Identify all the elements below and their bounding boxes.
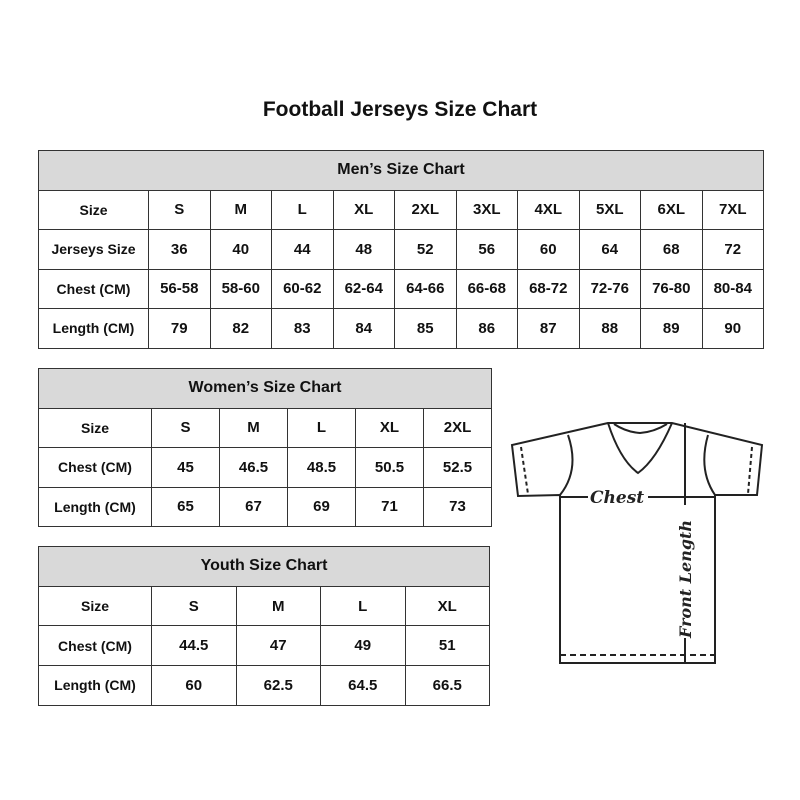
table-cell: 62-64: [332, 268, 395, 309]
table-cell: S: [151, 585, 237, 627]
table-cell: 90: [701, 308, 764, 349]
table-cell: 47: [235, 625, 321, 667]
table-row: Length (CM) 79 82 83 84 85 86 87 88 89 90: [38, 308, 764, 349]
table-cell: 40: [209, 229, 272, 270]
table-cell: 68: [640, 229, 703, 270]
table-cell: 52.5: [423, 447, 492, 488]
table-row: Jerseys Size 36 40 44 48 52 56 60 64 68 72: [38, 229, 764, 270]
youth-table-title: Youth Size Chart: [38, 546, 490, 587]
table-cell: L: [287, 407, 356, 448]
table-cell: 60: [517, 229, 580, 270]
table-cell: 80-84: [701, 268, 764, 309]
table-cell: 6XL: [640, 189, 703, 230]
table-cell: 73: [423, 486, 492, 527]
men-table-title: Men’s Size Chart: [38, 150, 764, 191]
table-cell: 84: [332, 308, 395, 349]
table-cell: 56-58: [148, 268, 211, 309]
table-cell: 71: [355, 486, 424, 527]
table-cell: 85: [394, 308, 457, 349]
table-cell: 64.5: [320, 665, 406, 706]
table-row: Size S M L XL 2XL 3XL 4XL 5XL 6XL 7XL: [38, 189, 764, 230]
row-label: Length (CM): [38, 486, 152, 527]
row-label: Jerseys Size: [38, 229, 149, 270]
table-cell: 45: [151, 447, 220, 488]
jersey-outline: [510, 422, 764, 664]
table-cell: 48: [332, 229, 395, 270]
chest-label: Chest: [590, 488, 644, 508]
row-label: Chest (CM): [38, 447, 152, 488]
row-label: Size: [38, 407, 152, 448]
table-cell: XL: [404, 585, 490, 627]
table-cell: XL: [332, 189, 395, 230]
table-cell: 66.5: [404, 665, 490, 706]
row-label: Size: [38, 585, 152, 627]
front-length-label: Front Length: [676, 520, 695, 639]
row-label: Length (CM): [38, 665, 152, 706]
table-cell: 72-76: [578, 268, 641, 309]
table-cell: M: [235, 585, 321, 627]
collar: [607, 422, 673, 475]
table-cell: 76-80: [640, 268, 703, 309]
women-table-title: Women’s Size Chart: [38, 368, 492, 409]
table-cell: 50.5: [355, 447, 424, 488]
table-cell: 48.5: [287, 447, 356, 488]
table-cell: 51: [404, 625, 490, 667]
table-cell: 82: [209, 308, 272, 349]
table-cell: 65: [151, 486, 220, 527]
table-cell: 60-62: [271, 268, 334, 309]
table-row: Length (CM) 60 62.5 64.5 66.5: [38, 665, 490, 706]
table-cell: 69: [287, 486, 356, 527]
row-label: Size: [38, 189, 149, 230]
table-cell: 88: [578, 308, 641, 349]
table-cell: 5XL: [578, 189, 641, 230]
table-cell: 87: [517, 308, 580, 349]
table-cell: 60: [151, 665, 237, 706]
table-row: Chest (CM) 44.5 47 49 51: [38, 625, 490, 667]
table-cell: 2XL: [423, 407, 492, 448]
table-row: Length (CM) 65 67 69 71 73: [38, 486, 492, 527]
table-cell: M: [219, 407, 288, 448]
table-cell: L: [320, 585, 406, 627]
table-row: Size S M L XL: [38, 585, 490, 627]
mens-size-table: Men’s Size Chart Size S M L XL 2XL 3XL 4XL 5XL 6XL…: [38, 150, 764, 349]
womens-size-table: Women’s Size Chart Size S M L XL 2XL Chest (CM)…: [38, 368, 492, 527]
table-cell: 44.5: [151, 625, 237, 667]
youth-size-table: Youth Size Chart Size S M L XL Chest (CM) 44.5 4…: [38, 546, 490, 706]
table-cell: 86: [455, 308, 518, 349]
table-row: Size S M L XL 2XL: [38, 407, 492, 448]
table-cell: 79: [148, 308, 211, 349]
table-cell: 67: [219, 486, 288, 527]
table-cell: XL: [355, 407, 424, 448]
sleeve-seams: [559, 434, 716, 496]
table-cell: L: [271, 189, 334, 230]
sleeve-hems: [520, 446, 753, 495]
table-cell: 66-68: [455, 268, 518, 309]
table-row: Chest (CM) 45 46.5 48.5 50.5 52.5: [38, 447, 492, 488]
row-label: Length (CM): [38, 308, 149, 349]
table-cell: 62.5: [235, 665, 321, 706]
table-cell: 49: [320, 625, 406, 667]
table-cell: 68-72: [517, 268, 580, 309]
page-title: Football Jerseys Size Chart: [262, 98, 538, 121]
table-cell: 7XL: [701, 189, 764, 230]
table-cell: 44: [271, 229, 334, 270]
row-label: Chest (CM): [38, 625, 152, 667]
table-cell: 36: [148, 229, 211, 270]
